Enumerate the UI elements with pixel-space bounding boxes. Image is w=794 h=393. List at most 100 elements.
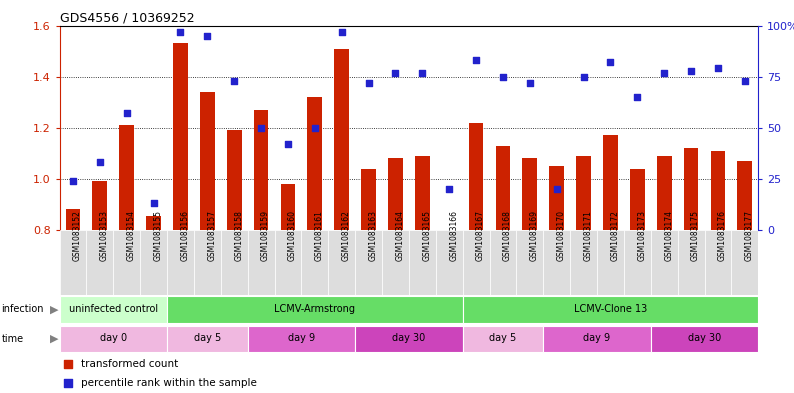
Text: time: time — [2, 334, 24, 344]
Point — [362, 80, 375, 86]
Point — [604, 59, 617, 66]
Text: GSM1083152: GSM1083152 — [73, 209, 82, 261]
Bar — [280, 184, 295, 230]
Text: GSM1083158: GSM1083158 — [234, 209, 243, 261]
Text: GSM1083170: GSM1083170 — [557, 209, 565, 261]
Point — [255, 125, 268, 131]
Text: GSM1083156: GSM1083156 — [180, 209, 190, 261]
Bar — [355, 230, 382, 295]
Bar — [711, 151, 726, 230]
Bar — [657, 156, 672, 230]
Bar — [221, 230, 248, 295]
Text: GSM1083169: GSM1083169 — [530, 209, 539, 261]
Point — [523, 80, 536, 86]
Bar — [227, 130, 241, 230]
Point — [389, 70, 402, 76]
Text: GSM1083173: GSM1083173 — [638, 209, 646, 261]
Bar — [415, 156, 430, 230]
Bar — [603, 135, 618, 230]
Bar — [684, 148, 699, 230]
Bar — [146, 216, 161, 230]
Text: GSM1083153: GSM1083153 — [100, 209, 109, 261]
Text: GSM1083155: GSM1083155 — [153, 209, 163, 261]
Text: GSM1083157: GSM1083157 — [207, 209, 216, 261]
Text: day 9: day 9 — [288, 333, 315, 343]
Point — [443, 186, 456, 192]
Point — [228, 77, 241, 84]
Text: GSM1083166: GSM1083166 — [449, 209, 458, 261]
Point — [631, 94, 644, 100]
Bar — [60, 296, 167, 323]
Point — [147, 200, 160, 206]
Bar — [570, 230, 597, 295]
Bar — [328, 230, 355, 295]
Point — [479, 281, 491, 287]
Bar — [576, 156, 591, 230]
Point — [335, 29, 348, 35]
Text: transformed count: transformed count — [80, 358, 178, 369]
Text: infection: infection — [2, 305, 44, 314]
Bar — [200, 92, 214, 230]
Point — [174, 29, 187, 35]
Bar — [254, 110, 268, 230]
Bar — [307, 97, 322, 230]
Bar — [468, 123, 484, 230]
Bar — [651, 326, 758, 352]
Bar — [549, 166, 564, 230]
Bar — [275, 230, 302, 295]
Bar — [194, 230, 221, 295]
Bar — [388, 158, 403, 230]
Bar — [248, 230, 275, 295]
Bar — [382, 230, 409, 295]
Bar — [248, 326, 355, 352]
Bar — [114, 230, 141, 295]
Text: GSM1083160: GSM1083160 — [288, 209, 297, 261]
Text: GSM1083172: GSM1083172 — [611, 209, 619, 261]
Point — [684, 67, 697, 73]
Text: GDS4556 / 10369252: GDS4556 / 10369252 — [60, 12, 195, 25]
Bar — [167, 230, 194, 295]
Text: LCMV-Armstrong: LCMV-Armstrong — [275, 304, 356, 314]
Point — [550, 186, 563, 192]
Point — [416, 70, 429, 76]
Text: GSM1083162: GSM1083162 — [341, 209, 351, 261]
Bar — [60, 230, 87, 295]
Bar — [355, 326, 463, 352]
Bar — [624, 230, 651, 295]
Text: day 30: day 30 — [392, 333, 426, 343]
Bar — [119, 125, 134, 230]
Point — [479, 102, 491, 108]
Text: GSM1083159: GSM1083159 — [261, 209, 270, 261]
Point — [67, 178, 79, 184]
Point — [470, 57, 483, 63]
Bar — [677, 230, 704, 295]
Point — [282, 141, 295, 147]
Bar — [630, 169, 645, 230]
Bar — [141, 230, 167, 295]
Point — [711, 65, 724, 72]
Text: GSM1083164: GSM1083164 — [395, 209, 404, 261]
Bar — [334, 48, 349, 230]
Bar — [463, 326, 543, 352]
Text: day 5: day 5 — [489, 333, 517, 343]
Bar — [731, 230, 758, 295]
Bar — [543, 326, 651, 352]
Point — [577, 73, 590, 80]
Point — [658, 70, 671, 76]
Bar — [463, 296, 758, 323]
Text: day 0: day 0 — [100, 333, 127, 343]
Bar — [409, 230, 436, 295]
Point — [496, 73, 509, 80]
Bar — [522, 158, 538, 230]
Bar — [167, 296, 463, 323]
Text: GSM1083177: GSM1083177 — [745, 209, 754, 261]
Text: GSM1083154: GSM1083154 — [127, 209, 136, 261]
Text: day 5: day 5 — [194, 333, 221, 343]
Text: GSM1083174: GSM1083174 — [665, 209, 673, 261]
Text: GSM1083171: GSM1083171 — [584, 209, 592, 261]
Bar — [167, 326, 248, 352]
Bar — [495, 145, 511, 230]
Bar — [463, 230, 490, 295]
Bar — [651, 230, 677, 295]
Text: day 30: day 30 — [688, 333, 721, 343]
